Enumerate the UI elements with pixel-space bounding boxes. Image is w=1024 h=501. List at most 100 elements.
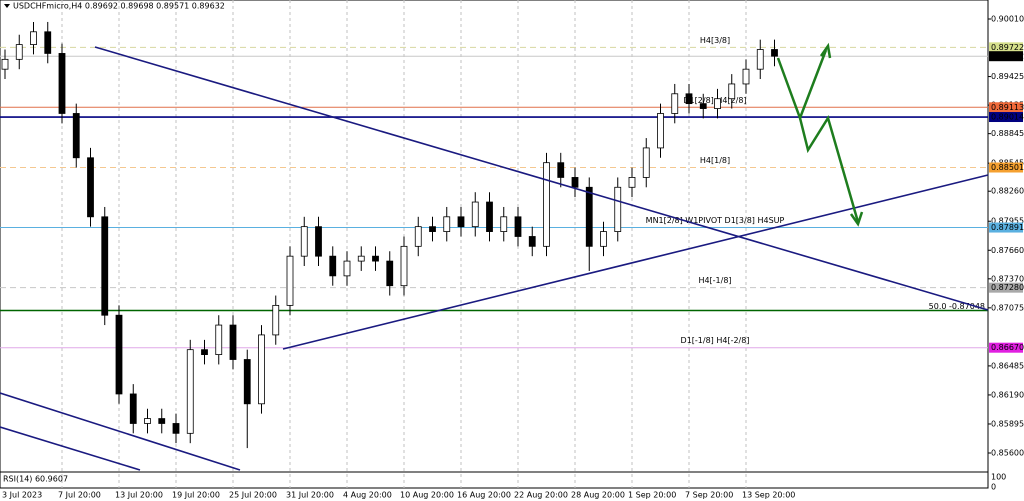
candle-body bbox=[1, 58, 9, 70]
y-tick-label: 0.88260 bbox=[991, 187, 1024, 196]
candle-body bbox=[614, 186, 622, 232]
price-box bbox=[989, 102, 1023, 113]
price-box bbox=[989, 282, 1023, 293]
price-box-label: 0.89722 bbox=[991, 43, 1024, 52]
candle-body bbox=[243, 359, 251, 405]
candle-body bbox=[728, 83, 736, 100]
trend-lines bbox=[0, 46, 989, 471]
price-box-label: 0.89113 bbox=[991, 103, 1024, 112]
arrow-head bbox=[819, 42, 832, 59]
trend-line bbox=[282, 174, 989, 350]
x-tick-label: 1 Sep 20:00 bbox=[628, 491, 676, 500]
candle-body bbox=[357, 255, 365, 262]
x-tick-label: 31 Jul 20:00 bbox=[286, 491, 334, 500]
price-box bbox=[989, 162, 1023, 173]
candle-body bbox=[215, 324, 223, 355]
y-tick-label: 0.88845 bbox=[991, 129, 1024, 138]
candle-body bbox=[115, 314, 123, 395]
candle-body bbox=[471, 201, 479, 228]
price-box bbox=[989, 342, 1023, 353]
channel-line bbox=[0, 426, 141, 471]
candle-body bbox=[372, 255, 379, 262]
candle-body bbox=[486, 201, 493, 232]
candle-body bbox=[628, 177, 636, 188]
candle-body bbox=[15, 44, 23, 60]
menu-triangle[interactable] bbox=[4, 4, 10, 8]
candle-body bbox=[557, 162, 565, 178]
y-tick-label: 0.87955 bbox=[991, 217, 1024, 226]
candle-body bbox=[258, 334, 265, 405]
level-label: H4[-1/8] bbox=[698, 276, 731, 285]
candle-body bbox=[742, 68, 750, 85]
candle-body bbox=[685, 93, 693, 105]
candle-body bbox=[329, 255, 337, 277]
price-box-label: 0.87280 bbox=[991, 283, 1024, 292]
candle-body bbox=[543, 162, 550, 247]
candle-body bbox=[756, 49, 764, 70]
price-box-label: 0.88501 bbox=[991, 163, 1024, 172]
indicator-tick-label: 100 bbox=[991, 473, 1006, 482]
forecast-arrow bbox=[798, 114, 860, 223]
candle-body bbox=[429, 226, 436, 232]
x-tick-label: 13 Jul 20:00 bbox=[115, 491, 163, 500]
price-box bbox=[989, 51, 1023, 62]
y-tick-label: 0.85895 bbox=[991, 419, 1024, 428]
x-tick-label: 19 Jul 20:00 bbox=[172, 491, 220, 500]
candle-body bbox=[300, 226, 308, 257]
candle-body bbox=[201, 349, 208, 355]
candle-body bbox=[343, 260, 351, 277]
candle-body bbox=[771, 49, 778, 57]
x-tick-label: 3 Jul 2023 bbox=[2, 491, 42, 500]
x-tick-label: 22 Aug 20:00 bbox=[514, 491, 568, 500]
price-box bbox=[989, 112, 1023, 123]
y-tick-label: 0.87075 bbox=[991, 303, 1024, 312]
arrow-head bbox=[849, 211, 864, 227]
x-tick-label: 7 Jul 20:00 bbox=[58, 491, 101, 500]
candle-body bbox=[158, 418, 166, 424]
candle-body bbox=[286, 255, 294, 306]
x-tick-label: 10 Aug 20:00 bbox=[400, 491, 454, 500]
candle-body bbox=[714, 98, 721, 109]
x-tick-label: 13 Sep 20:00 bbox=[742, 491, 795, 500]
candle-body bbox=[414, 226, 422, 247]
candle-body bbox=[272, 304, 280, 336]
candle-body bbox=[600, 231, 607, 247]
y-tick-label: 0.87660 bbox=[991, 246, 1024, 255]
candle-body bbox=[58, 53, 66, 114]
price-box bbox=[989, 222, 1023, 233]
indicator-tick-label: 0 bbox=[991, 483, 996, 492]
indicator-label: RSI(14) 60.9607 bbox=[3, 475, 68, 484]
trend-line bbox=[94, 46, 989, 311]
level-label: MN1[2/8] W1PIVOT D1[3/8] H4SUP bbox=[646, 216, 785, 225]
forecast-arrows bbox=[776, 42, 864, 227]
x-tick-label: 7 Sep 20:00 bbox=[685, 491, 733, 500]
price-box-label: 0.86670 bbox=[991, 343, 1024, 352]
candle-body bbox=[585, 186, 593, 247]
x-tick-label: 28 Aug 20:00 bbox=[571, 491, 625, 500]
candle-body bbox=[671, 93, 679, 114]
candle-body bbox=[699, 103, 707, 109]
x-tick-label: 16 Aug 20:00 bbox=[457, 491, 511, 500]
candle-body bbox=[129, 393, 137, 424]
candle-body bbox=[642, 147, 650, 178]
candle-body bbox=[172, 423, 180, 434]
candle-body bbox=[144, 418, 151, 424]
candles bbox=[1, 21, 778, 449]
candle-body bbox=[87, 157, 94, 218]
y-tick-label: 0.86190 bbox=[991, 390, 1024, 399]
candle-body bbox=[514, 216, 522, 237]
level-label: D1[-1/8] H4[-2/8] bbox=[681, 336, 750, 345]
x-tick-label: 4 Aug 20:00 bbox=[343, 491, 392, 500]
candle-body bbox=[30, 31, 37, 45]
price-box-label: 0.89632 bbox=[991, 52, 1024, 61]
candle-body bbox=[386, 260, 394, 287]
candle-body bbox=[457, 216, 465, 228]
candle-body bbox=[657, 113, 664, 149]
level-label: H4[1/8] bbox=[700, 156, 730, 165]
candle-body bbox=[315, 226, 322, 257]
level-label: H4[3/8] bbox=[700, 36, 730, 45]
candle-body bbox=[186, 349, 194, 434]
x-tick-label: 25 Jul 20:00 bbox=[229, 491, 277, 500]
candle-body bbox=[400, 245, 408, 287]
plot-frame bbox=[0, 0, 989, 489]
